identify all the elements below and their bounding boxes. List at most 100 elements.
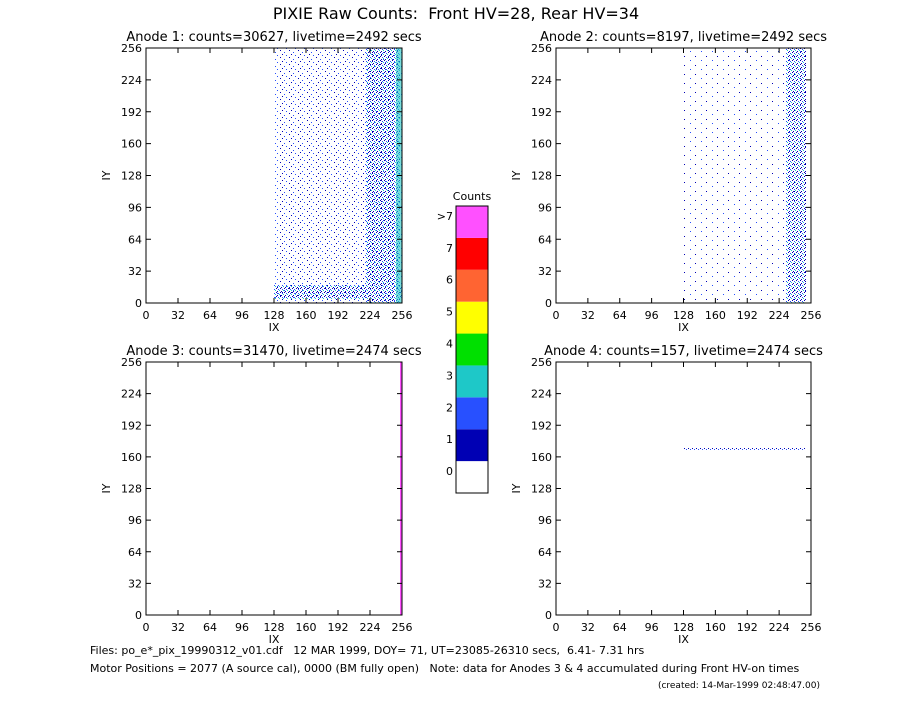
x-tick-label: 64 [203, 621, 217, 634]
x-tick-label: 160 [296, 309, 317, 322]
colorbar-swatch [456, 237, 488, 270]
y-tick-label: 96 [128, 201, 142, 214]
colorbar-swatch [456, 397, 488, 430]
y-tick-label: 192 [121, 106, 142, 119]
x-tick-label: 256 [392, 309, 413, 322]
colorbar-swatch [456, 461, 488, 493]
x-tick-label: 224 [769, 309, 790, 322]
y-tick-label: 160 [121, 138, 142, 151]
colorbar-label: 5 [446, 306, 453, 319]
plot-frame [145, 361, 403, 616]
y-tick-label: 96 [128, 514, 142, 527]
x-tick-label: 32 [171, 309, 185, 322]
colorbar-label: 0 [446, 465, 453, 478]
y-axis-label: IY [510, 170, 523, 180]
x-tick-label: 64 [613, 621, 627, 634]
panel-title: Anode 3: counts=31470, livetime=2474 sec… [126, 344, 422, 359]
x-tick-label: 224 [360, 309, 381, 322]
y-tick-label: 64 [128, 233, 142, 246]
y-axis-label: IY [510, 483, 523, 493]
y-tick-label: 224 [121, 388, 142, 401]
y-tick-label: 160 [531, 138, 552, 151]
y-tick-label: 0 [545, 297, 552, 310]
plot-frame [555, 361, 812, 616]
y-tick-label: 224 [531, 74, 552, 87]
x-tick-label: 64 [203, 309, 217, 322]
x-tick-label: 128 [264, 621, 285, 634]
density-texture [274, 48, 806, 615]
y-tick-label: 0 [545, 609, 552, 622]
colorbar-swatch [456, 333, 488, 366]
y-tick-label: 0 [135, 609, 142, 622]
y-tick-label: 64 [538, 546, 552, 559]
main-title: PIXIE Raw Counts: Front HV=28, Rear HV=3… [273, 4, 639, 23]
colorbar-swatch [456, 365, 488, 398]
colorbar-swatch [456, 269, 488, 302]
y-tick-label: 256 [531, 42, 552, 55]
y-tick-label: 96 [538, 201, 552, 214]
panel-title: Anode 2: counts=8197, livetime=2492 secs [540, 30, 827, 45]
x-tick-label: 160 [296, 621, 317, 634]
x-axis-label: IX [678, 633, 689, 646]
x-tick-label: 224 [360, 621, 381, 634]
x-tick-label: 32 [581, 309, 595, 322]
y-tick-label: 0 [135, 297, 142, 310]
x-tick-label: 96 [235, 309, 249, 322]
x-tick-label: 32 [581, 621, 595, 634]
x-tick-label: 192 [737, 621, 758, 634]
x-tick-label: 0 [553, 309, 560, 322]
x-tick-label: 128 [673, 309, 694, 322]
y-tick-label: 32 [538, 265, 552, 278]
colorbar-label: 3 [446, 369, 453, 382]
x-tick-label: 160 [705, 309, 726, 322]
x-tick-label: 0 [143, 309, 150, 322]
x-tick-label: 224 [769, 621, 790, 634]
x-axis-label: IX [269, 321, 280, 334]
y-axis-label: IY [100, 483, 113, 493]
panel-title: Anode 4: counts=157, livetime=2474 secs [544, 344, 823, 359]
y-tick-label: 128 [531, 483, 552, 496]
y-tick-label: 192 [531, 419, 552, 432]
x-tick-label: 192 [737, 309, 758, 322]
colorbar-swatch [456, 301, 488, 334]
y-tick-label: 192 [121, 419, 142, 432]
y-tick-label: 160 [121, 451, 142, 464]
colorbar-label: 6 [446, 274, 453, 287]
x-tick-label: 32 [171, 621, 185, 634]
y-tick-label: 32 [128, 577, 142, 590]
y-tick-label: 32 [538, 577, 552, 590]
x-axis-label: IX [269, 633, 280, 646]
y-tick-label: 256 [121, 42, 142, 55]
y-tick-label: 64 [538, 233, 552, 246]
y-tick-label: 128 [531, 170, 552, 183]
x-axis-label: IX [678, 321, 689, 334]
x-tick-label: 160 [705, 621, 726, 634]
footer-created: (created: 14-Mar-1999 02:48:47.00) [658, 681, 820, 691]
colorbar-swatch [456, 206, 488, 238]
x-tick-label: 64 [613, 309, 627, 322]
y-tick-label: 160 [531, 451, 552, 464]
y-tick-label: 96 [538, 514, 552, 527]
y-tick-label: 64 [128, 546, 142, 559]
y-axis-label: IY [100, 170, 113, 180]
x-tick-label: 96 [645, 621, 659, 634]
x-tick-label: 128 [264, 309, 285, 322]
x-tick-label: 128 [673, 621, 694, 634]
y-tick-label: 224 [121, 74, 142, 87]
colorbar-frame [455, 205, 489, 494]
x-tick-label: 0 [553, 621, 560, 634]
x-tick-label: 192 [328, 621, 349, 634]
footer-motor: Motor Positions = 2077 (A source cal), 0… [90, 662, 799, 675]
colorbar-label: 7 [446, 242, 453, 255]
x-tick-label: 256 [801, 621, 822, 634]
y-tick-label: 32 [128, 265, 142, 278]
x-tick-label: 256 [801, 309, 822, 322]
colorbar-title: Counts [453, 190, 492, 203]
y-tick-label: 128 [121, 483, 142, 496]
x-tick-label: 256 [392, 621, 413, 634]
panel-title: Anode 1: counts=30627, livetime=2492 sec… [126, 30, 422, 45]
y-tick-label: 256 [531, 356, 552, 369]
y-tick-label: 128 [121, 170, 142, 183]
